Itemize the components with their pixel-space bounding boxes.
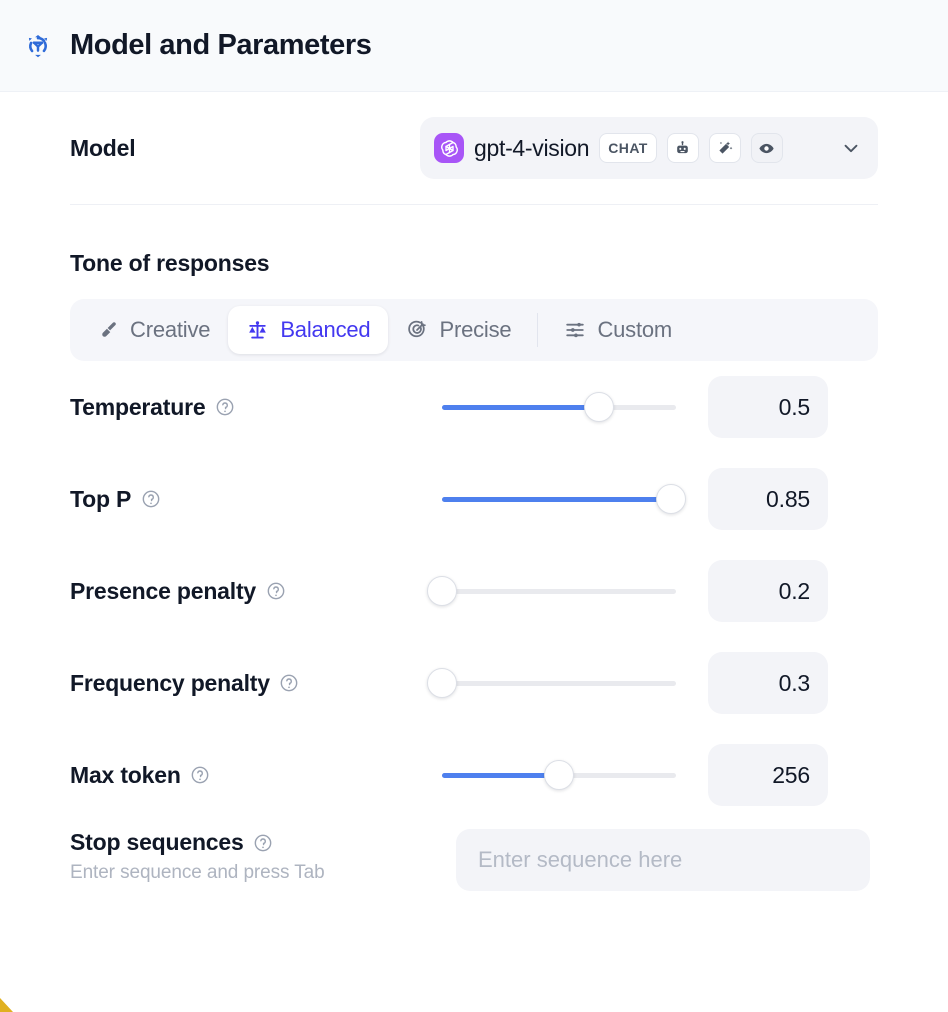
page-title: Model and Parameters bbox=[70, 29, 372, 61]
frequency-penalty-value[interactable]: 0.3 bbox=[708, 652, 828, 714]
slider-thumb[interactable] bbox=[427, 668, 457, 698]
stop-sequences-row: Stop sequences Enter sequence and press … bbox=[70, 821, 878, 913]
help-icon[interactable] bbox=[279, 673, 300, 694]
stop-sequences-hint: Enter sequence and press Tab bbox=[70, 862, 325, 883]
param-row-top-p: Top P 0.85 bbox=[70, 453, 878, 545]
stop-sequences-label-group: Stop sequences Enter sequence and press … bbox=[70, 829, 456, 884]
selected-model-name: gpt-4-vision bbox=[474, 134, 590, 161]
param-name: Frequency penalty bbox=[70, 669, 270, 696]
param-row-presence-penalty: Presence penalty 0.2 bbox=[70, 545, 878, 637]
eye-icon bbox=[750, 133, 783, 163]
param-name: Temperature bbox=[70, 393, 206, 420]
slider-track bbox=[442, 680, 676, 686]
robot-icon bbox=[666, 133, 699, 163]
max-token-slider[interactable] bbox=[442, 757, 676, 793]
openai-logo-icon bbox=[434, 133, 464, 163]
param-row-temperature: Temperature 0.5 bbox=[70, 361, 878, 453]
stop-sequences-title: Stop sequences bbox=[70, 829, 456, 856]
param-name: Presence penalty bbox=[70, 577, 257, 604]
model-select-dropdown[interactable]: gpt-4-vision CHAT bbox=[420, 117, 878, 179]
tab-balanced[interactable]: Balanced bbox=[228, 306, 389, 354]
tone-tabbar: Creative Balanced bbox=[70, 299, 878, 361]
param-label: Frequency penalty bbox=[70, 670, 442, 697]
panel-header: Model and Parameters bbox=[0, 0, 948, 92]
param-label: Temperature bbox=[70, 394, 442, 421]
tab-creative[interactable]: Creative bbox=[80, 306, 228, 354]
help-icon[interactable] bbox=[190, 765, 211, 786]
tab-precise[interactable]: Precise bbox=[388, 306, 529, 354]
slider-thumb[interactable] bbox=[544, 760, 574, 790]
chat-badge: CHAT bbox=[599, 133, 657, 163]
top-p-value[interactable]: 0.85 bbox=[708, 468, 828, 530]
param-name: Max token bbox=[70, 761, 181, 788]
corner-accent-marker bbox=[0, 998, 18, 1012]
scales-icon bbox=[246, 319, 269, 342]
brush-icon bbox=[98, 320, 119, 341]
tab-divider bbox=[537, 313, 539, 347]
param-label: Top P bbox=[70, 486, 442, 513]
stop-sequences-input[interactable] bbox=[456, 829, 870, 891]
param-row-max-token: Max token 256 bbox=[70, 729, 878, 821]
tab-label: Custom bbox=[597, 317, 673, 342]
slider-track bbox=[442, 588, 676, 594]
slider-fill bbox=[442, 772, 559, 778]
model-row: Model bbox=[70, 92, 878, 204]
tab-custom[interactable]: Custom bbox=[546, 306, 690, 354]
presence-penalty-value[interactable]: 0.2 bbox=[708, 560, 828, 622]
param-label: Presence penalty bbox=[70, 578, 442, 605]
param-name: Top P bbox=[70, 485, 132, 512]
help-icon[interactable] bbox=[253, 832, 274, 853]
frequency-penalty-slider[interactable] bbox=[427, 665, 676, 701]
help-icon[interactable] bbox=[214, 397, 235, 418]
slider-fill bbox=[442, 404, 599, 410]
param-label: Max token bbox=[70, 762, 442, 789]
chevron-down-icon[interactable] bbox=[840, 137, 862, 159]
magic-wand-icon bbox=[708, 133, 741, 163]
max-token-value[interactable]: 256 bbox=[708, 744, 828, 806]
tab-label: Balanced bbox=[280, 317, 371, 342]
stop-sequences-name: Stop sequences bbox=[70, 829, 244, 855]
slider-thumb[interactable] bbox=[656, 484, 687, 514]
slider-fill bbox=[442, 496, 672, 502]
model-parameters-icon bbox=[22, 30, 54, 62]
sliders-icon bbox=[564, 319, 586, 341]
help-icon[interactable] bbox=[265, 581, 286, 602]
tab-label: Precise bbox=[439, 317, 512, 342]
slider-thumb[interactable] bbox=[583, 392, 614, 422]
temperature-slider[interactable] bbox=[442, 389, 676, 425]
temperature-value[interactable]: 0.5 bbox=[708, 376, 828, 438]
presence-penalty-slider[interactable] bbox=[427, 573, 676, 609]
top-p-slider[interactable] bbox=[442, 481, 687, 517]
tone-section-title: Tone of responses bbox=[70, 250, 270, 276]
target-icon bbox=[406, 319, 428, 341]
param-row-frequency-penalty: Frequency penalty 0.3 bbox=[70, 637, 878, 729]
section-divider bbox=[70, 204, 878, 205]
help-icon[interactable] bbox=[140, 489, 161, 510]
slider-thumb[interactable] bbox=[427, 576, 457, 606]
tab-label: Creative bbox=[130, 317, 211, 342]
model-label: Model bbox=[70, 134, 136, 161]
